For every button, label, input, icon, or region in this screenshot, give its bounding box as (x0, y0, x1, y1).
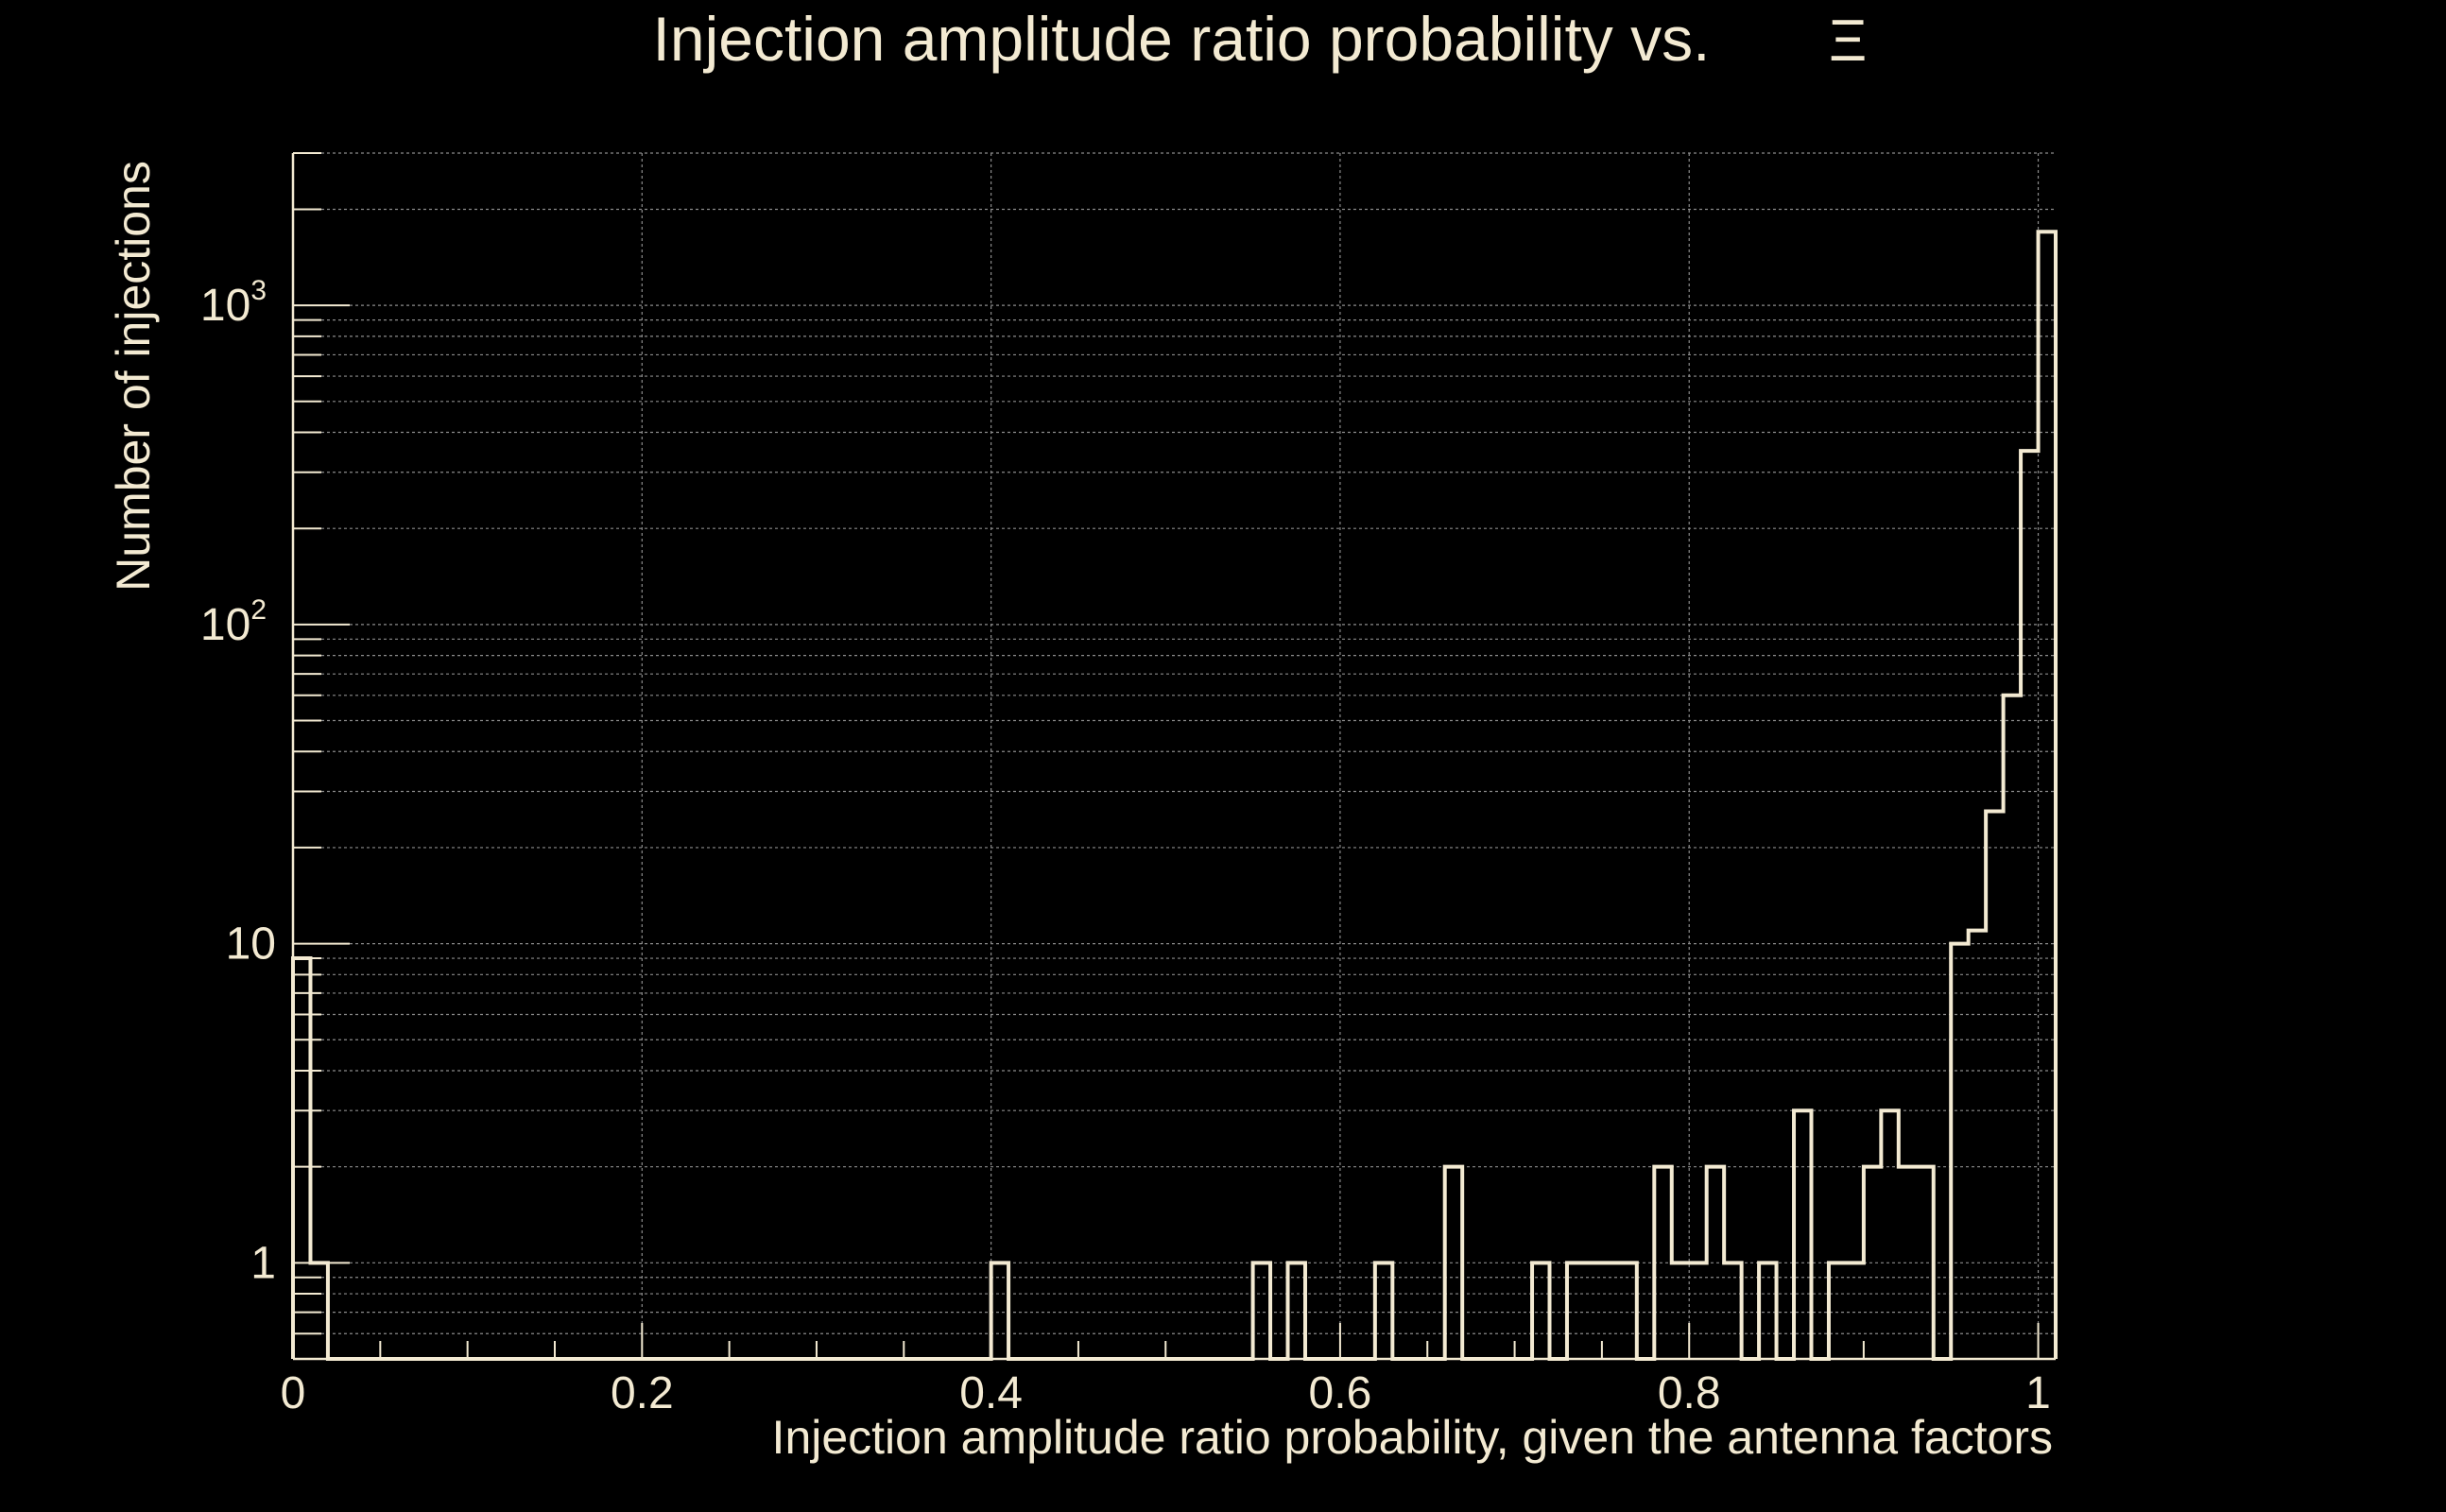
x-tick-label: 0.6 (1309, 1368, 1372, 1418)
histogram-bar (1916, 1167, 1933, 1359)
y-tick-label: 102 (200, 594, 267, 650)
axes (291, 152, 2056, 1361)
histogram-bar (1672, 1263, 1689, 1359)
histogram-bar (1829, 1263, 1846, 1359)
histogram-bar (1567, 1263, 1584, 1359)
histogram-bar (310, 1263, 327, 1359)
histogram-bar (1864, 1167, 1881, 1359)
histogram-bar (1951, 944, 1968, 1359)
x-tick-label: 0.2 (611, 1368, 674, 1418)
x-tick-label: 0 (281, 1368, 306, 1418)
histogram-bar (293, 958, 310, 1359)
histogram-bar (1619, 1263, 1636, 1359)
histogram-bar (1846, 1263, 1863, 1359)
y-tick-label: 1 (250, 1238, 276, 1288)
x-tick-label: 0.8 (1658, 1368, 1721, 1418)
histogram-bar (1532, 1263, 1549, 1359)
histogram-bar (1375, 1263, 1392, 1359)
histogram-bar (2021, 451, 2038, 1359)
x-axis-label: Injection amplitude ratio probability, g… (772, 1411, 2053, 1464)
histogram-bar (2004, 696, 2021, 1359)
histogram-bar (2039, 232, 2056, 1359)
x-tick-label: 1 (2025, 1368, 2051, 1418)
histogram-bar (1584, 1263, 1601, 1359)
histogram-bar (1602, 1263, 1619, 1359)
histogram-bar (1881, 1110, 1898, 1359)
histogram-bar (1689, 1263, 1706, 1359)
histogram-bar (1899, 1167, 1916, 1359)
histogram-series (291, 230, 2058, 1361)
histogram-bar (1288, 1263, 1305, 1359)
y-tick-label: 10 (226, 919, 276, 970)
histogram-bar (991, 1263, 1008, 1359)
grid-lines (292, 152, 2056, 1360)
histogram-bar (1724, 1263, 1741, 1359)
histogram-bar (1759, 1263, 1776, 1359)
histogram-bar (1654, 1167, 1671, 1359)
histogram-outline (291, 230, 2058, 1361)
histogram-bar (1707, 1167, 1724, 1359)
histogram-bar (1253, 1263, 1270, 1359)
histogram-bar (1986, 811, 2003, 1359)
y-tick-label: 103 (200, 275, 267, 331)
histogram-bar (1794, 1110, 1811, 1359)
histogram-bar (1445, 1167, 1462, 1359)
chart-title: Injection amplitude ratio probability vs… (653, 4, 1711, 74)
y-axis-label: Number of injections (107, 161, 160, 592)
tick-labels: 0 0.2 0.4 0.6 0.8 1 1 10 102 103 (200, 275, 2051, 1418)
title-symbol: Ξ (1829, 9, 1867, 74)
x-tick-label: 0.4 (959, 1368, 1023, 1418)
histogram-bar (1969, 931, 1986, 1359)
